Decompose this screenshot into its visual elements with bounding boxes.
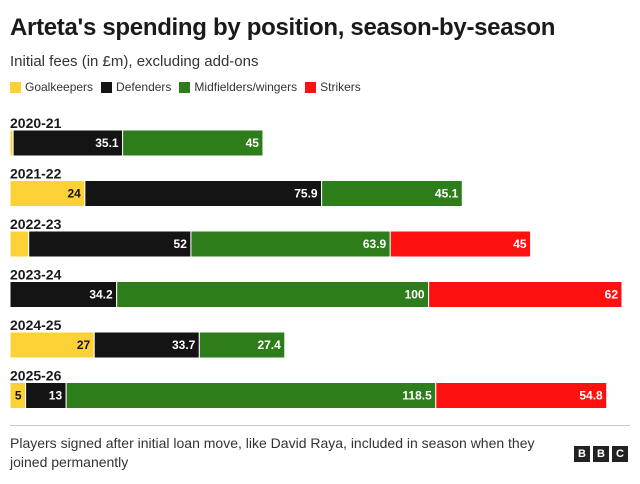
data-label: 63.9	[363, 237, 387, 251]
bbc-logo-letter: B	[593, 446, 609, 462]
data-label: 35.1	[95, 136, 119, 150]
category-label: 2025-26	[10, 368, 62, 384]
bar-segment-midfielders-wingers	[122, 129, 264, 157]
bar-segment-midfielders-wingers	[190, 230, 391, 258]
data-label: 5	[15, 389, 22, 403]
data-label: 75.9	[294, 187, 318, 201]
legend: Goalkeepers Defenders Midfielders/winger…	[10, 80, 361, 94]
bbc-logo-letter: C	[612, 446, 628, 462]
bar-segment-defenders	[25, 382, 67, 409]
bar-segment-defenders	[84, 180, 323, 207]
category-label: 2024-25	[10, 317, 62, 333]
chart-title: Arteta's spending by position, season-by…	[10, 14, 556, 41]
data-label: 33.7	[172, 338, 196, 352]
bar-segment-strikers	[389, 230, 532, 258]
bar-segment-midfielders-wingers	[65, 382, 437, 409]
data-label: 24	[68, 187, 82, 201]
data-label: 13	[49, 389, 63, 403]
data-label: 100	[405, 288, 425, 302]
legend-swatch-goalkeepers	[10, 81, 21, 93]
bar-segment-strikers	[435, 382, 608, 409]
bbc-logo: B B C	[574, 446, 628, 462]
data-label: 45	[513, 237, 527, 251]
bbc-logo-letter: B	[574, 446, 590, 462]
legend-item-midfielders: Midfielders/wingers	[179, 80, 297, 94]
data-label: 27.4	[257, 338, 281, 352]
data-label: 118.5	[402, 389, 432, 403]
footer-divider	[10, 425, 630, 426]
bar-segment-defenders	[93, 331, 200, 359]
bar-segment-goalkeepers	[9, 331, 95, 359]
bar-segment-goalkeepers	[9, 180, 86, 207]
data-label: 54.8	[579, 389, 603, 403]
legend-item-strikers: Strikers	[305, 80, 361, 94]
data-label: 45.1	[435, 187, 459, 201]
category-label: 2023-24	[10, 267, 62, 283]
bar-segment-strikers	[428, 281, 623, 308]
stacked-bar-chart: 2020-21 35.1 45 2021-22 24 75.9 45.1 2022-23 52 6…	[9, 115, 623, 409]
data-label: 52	[174, 237, 188, 251]
bar-segment-defenders	[28, 230, 192, 258]
data-label: 62	[605, 288, 619, 302]
data-label: 27	[77, 338, 91, 352]
bar-segment-midfielders-wingers	[198, 331, 286, 359]
data-label: 45	[246, 136, 260, 150]
data-label: 34.2	[89, 288, 113, 302]
legend-label-midfielders: Midfielders/wingers	[194, 80, 298, 94]
legend-swatch-strikers	[305, 81, 317, 93]
category-label: 2021-22	[10, 166, 62, 182]
legend-label-goalkeepers: Goalkeepers	[25, 80, 94, 94]
bar-segment-midfielders-wingers	[116, 281, 430, 308]
legend-label-strikers: Strikers	[320, 80, 361, 94]
legend-item-defenders: Defenders	[101, 80, 171, 94]
legend-label-defenders: Defenders	[116, 80, 172, 94]
category-label: 2022-23	[10, 216, 62, 232]
bar-segment-goalkeepers	[9, 230, 30, 258]
legend-swatch-defenders	[101, 81, 113, 93]
bar-segment-midfielders-wingers	[321, 180, 463, 207]
category-label: 2020-21	[10, 115, 62, 131]
chart-subtitle: Initial fees (in £m), excluding add-ons	[10, 53, 259, 70]
legend-swatch-midfielders	[179, 81, 191, 93]
footnote: Players signed after initial loan move, …	[10, 435, 535, 470]
legend-item-goalkeepers: Goalkeepers	[10, 80, 93, 94]
